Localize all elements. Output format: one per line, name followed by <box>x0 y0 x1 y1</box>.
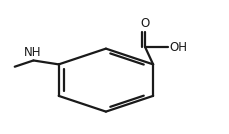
Text: NH: NH <box>23 46 41 59</box>
Text: O: O <box>140 17 149 30</box>
Text: OH: OH <box>168 41 186 54</box>
